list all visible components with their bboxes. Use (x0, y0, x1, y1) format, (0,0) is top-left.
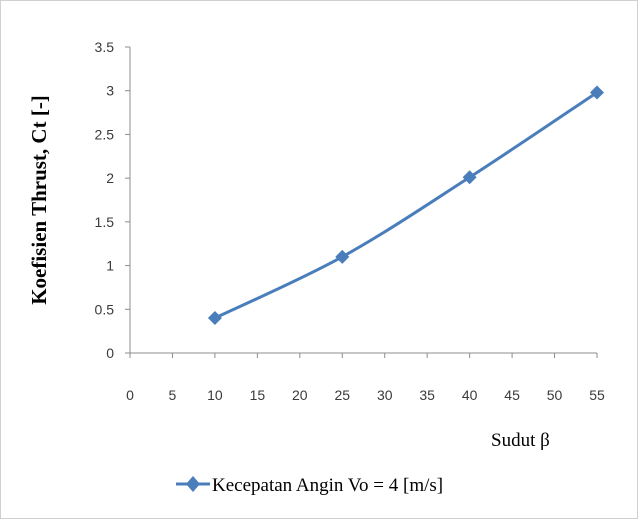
x-tick-label: 15 (250, 387, 266, 403)
legend-marker (186, 476, 200, 492)
y-tick-label: 0 (106, 345, 114, 361)
x-tick-label: 55 (589, 387, 605, 403)
x-tick-label: 0 (126, 387, 134, 403)
x-tick-label: 45 (504, 387, 520, 403)
legend: Kecepatan Angin Vo = 4 [m/s] (176, 475, 443, 496)
x-tick-label: 10 (207, 387, 223, 403)
x-tick-labels: 0 5 10 15 20 25 30 35 40 45 50 55 (126, 387, 605, 403)
x-tick-label: 25 (334, 387, 350, 403)
y-axis-label: Koefisien Thrust, Ct [-] (27, 95, 51, 305)
y-tick-label: 1.5 (95, 214, 115, 230)
y-tick-label: 0.5 (95, 301, 115, 317)
y-tick-label: 3 (106, 83, 114, 99)
x-tick-label: 5 (169, 387, 177, 403)
axes (125, 46, 598, 358)
y-tick-label: 2 (106, 170, 114, 186)
y-tick-label: 3.5 (95, 39, 115, 55)
x-tick-label: 20 (292, 387, 308, 403)
data-point (462, 170, 477, 185)
y-tick-label: 1 (106, 258, 114, 274)
x-tick-label: 50 (547, 387, 563, 403)
data-point (207, 311, 222, 326)
y-tick-label: 2.5 (95, 126, 115, 142)
x-axis-label: Sudut β (491, 430, 550, 451)
y-tick-labels: 0 0.5 1 1.5 2 2.5 3 3.5 (95, 39, 115, 361)
x-tick-label: 30 (377, 387, 393, 403)
series-line (214, 91, 598, 320)
x-tick-label: 40 (462, 387, 478, 403)
series-layer (207, 85, 604, 326)
x-tick-label: 35 (419, 387, 435, 403)
data-point (335, 249, 350, 264)
data-point (590, 85, 604, 100)
legend-label: Kecepatan Angin Vo = 4 [m/s] (212, 475, 443, 496)
